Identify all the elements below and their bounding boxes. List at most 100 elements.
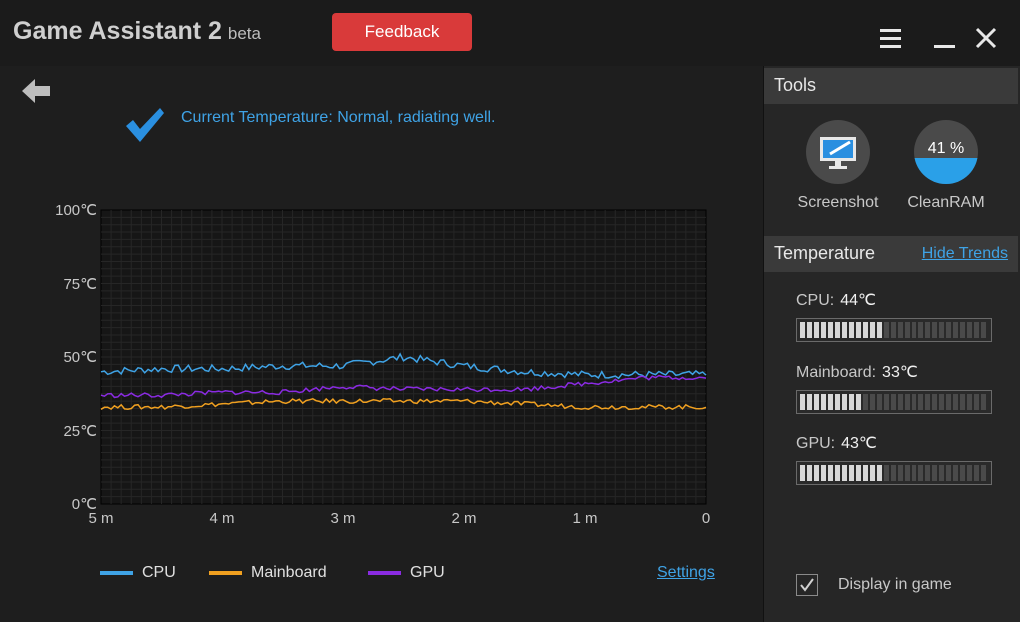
chart-grid [101, 210, 706, 504]
temperature-status-text: Current Temperature: Normal, radiating w… [181, 109, 496, 126]
bar-segment [960, 322, 966, 338]
legend-gpu-swatch [368, 571, 401, 575]
cpu-temp-bar [796, 318, 992, 342]
y-tick-label: 50℃ [63, 349, 97, 366]
gpu-temp-label: GPU: 43℃ [796, 433, 877, 453]
bar-segment [855, 394, 861, 410]
bar-segment [939, 394, 945, 410]
series-line-cpu [100, 352, 707, 380]
bar-segment [827, 322, 833, 338]
y-tick-label: 0℃ [71, 496, 97, 513]
hamburger-menu-icon[interactable] [880, 29, 901, 49]
cpu-temp-label: CPU: 44℃ [796, 290, 876, 310]
gpu-temp-value: 43℃ [841, 435, 877, 452]
bar-segment [848, 322, 854, 338]
bar-segment [800, 322, 805, 338]
bar-segment [953, 394, 959, 410]
bar-segment [897, 322, 903, 338]
bar-segment [932, 465, 938, 481]
mainboard-temp-value: 33℃ [882, 364, 918, 381]
bar-segment [820, 322, 826, 338]
bar-segment [967, 322, 973, 338]
bar-segment [904, 322, 910, 338]
x-tick-label: 1 m [572, 510, 598, 527]
hide-trends-link[interactable]: Hide Trends [921, 245, 1008, 262]
bar-segment [813, 322, 819, 338]
bar-segment [974, 394, 980, 410]
screenshot-icon [806, 120, 870, 184]
gpu-temp-name: GPU: [796, 435, 836, 452]
y-tick-label: 75℃ [63, 275, 97, 293]
bar-segment [834, 394, 840, 410]
bar-segment [883, 394, 889, 410]
bar-segment [911, 465, 917, 481]
bar-segment [841, 322, 847, 338]
x-tick-label: 5 m [88, 510, 114, 527]
legend-cpu-label: CPU [142, 564, 176, 581]
legend-mainboard-label: Mainboard [251, 564, 327, 581]
bar-segment [841, 394, 847, 410]
bar-segment [890, 465, 896, 481]
bar-segment [841, 465, 847, 481]
bar-segment [855, 465, 861, 481]
mainboard-temp-bar [796, 390, 992, 414]
bar-segment [834, 322, 840, 338]
bar-segment [960, 394, 966, 410]
bar-segment [967, 465, 973, 481]
bar-segment [932, 394, 938, 410]
settings-link[interactable]: Settings [657, 564, 715, 581]
main-panel: Current Temperature: Normal, radiating w… [0, 66, 764, 622]
bar-segment [820, 394, 826, 410]
bar-segment [883, 465, 889, 481]
x-tick-label: 2 m [451, 510, 477, 527]
bar-segment [813, 465, 819, 481]
bar-segment [904, 394, 910, 410]
bar-segment [820, 465, 826, 481]
minimize-icon[interactable] [934, 30, 956, 50]
bar-segment [869, 394, 875, 410]
temperature-header-label: Temperature [774, 243, 876, 263]
y-tick-label: 25℃ [63, 422, 97, 440]
display-in-game-checkbox[interactable] [796, 574, 818, 596]
close-icon[interactable] [975, 27, 997, 49]
bar-segment [974, 465, 980, 481]
bar-segment [834, 465, 840, 481]
screenshot-label: Screenshot [797, 194, 879, 211]
bar-segment [981, 322, 987, 338]
bar-segment [960, 465, 966, 481]
ram-percent-text: 41 % [927, 140, 965, 157]
legend-gpu: GPU [368, 564, 445, 582]
bar-segment [967, 394, 973, 410]
series-line-gpu [100, 374, 707, 399]
bar-segment [918, 394, 924, 410]
bar-segment [946, 465, 952, 481]
app-title: Game Assistant 2 beta [13, 17, 261, 46]
bar-segment [827, 465, 833, 481]
bar-segment [939, 322, 945, 338]
bar-segment [862, 394, 868, 410]
bar-segment [827, 394, 833, 410]
feedback-button[interactable]: Feedback [332, 13, 472, 51]
bar-segment [806, 465, 812, 481]
bar-segment [848, 465, 854, 481]
x-tick-label: 4 m [209, 510, 235, 527]
cleanram-label: CleanRAM [907, 194, 985, 211]
bar-segment [981, 465, 987, 481]
bar-segment [897, 465, 903, 481]
back-arrow-icon[interactable] [20, 76, 52, 111]
bar-segment [848, 394, 854, 410]
app-title-text: Game Assistant 2 [13, 17, 222, 45]
cleanram-tool[interactable]: 41 % CleanRAM [896, 120, 996, 212]
bar-segment [862, 322, 868, 338]
legend-gpu-label: GPU [410, 564, 445, 581]
bar-segment [925, 394, 931, 410]
ram-gauge-icon: 41 % [914, 120, 978, 184]
bar-segment [918, 322, 924, 338]
bar-segment [876, 465, 882, 481]
side-panel: Tools Screenshot 41 % CleanRAM Temperatu… [764, 66, 1020, 622]
mainboard-temp-label: Mainboard: 33℃ [796, 362, 918, 382]
display-in-game-label: Display in game [838, 576, 952, 593]
bar-segment [897, 394, 903, 410]
screenshot-tool[interactable]: Screenshot [788, 120, 888, 212]
tools-header-label: Tools [774, 75, 817, 95]
